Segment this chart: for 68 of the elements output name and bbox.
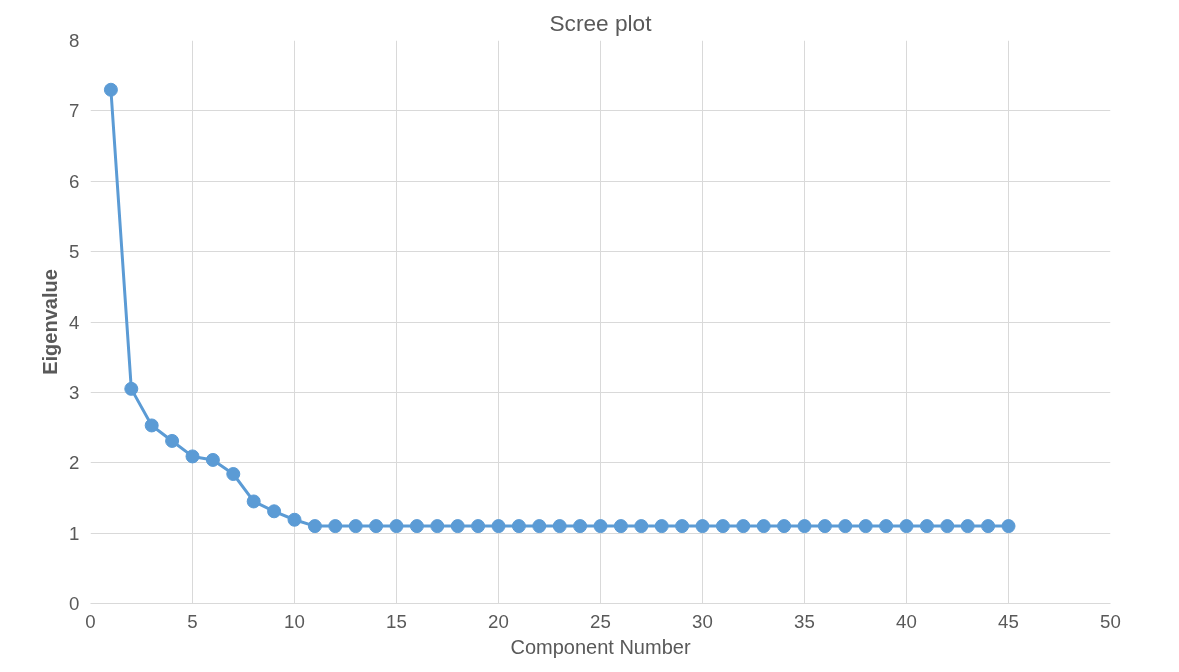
- x-tick-label: 10: [284, 610, 305, 632]
- point: [573, 519, 588, 534]
- y-tick-label: 2: [69, 452, 80, 474]
- y-tick-label: 8: [69, 30, 80, 51]
- x-tick-label: 30: [692, 610, 713, 632]
- x-tick-label: 0: [85, 610, 96, 632]
- y-tick-label: 4: [69, 311, 80, 333]
- y-tick-label: 0: [69, 593, 80, 614]
- y-tick-label: 3: [69, 381, 80, 403]
- point: [165, 433, 180, 448]
- x-tick-label: 25: [590, 610, 611, 632]
- point: [654, 519, 669, 534]
- point: [471, 519, 486, 534]
- point: [103, 82, 118, 97]
- point: [756, 519, 771, 534]
- point: [919, 519, 934, 534]
- x-tick-label: 40: [896, 610, 917, 632]
- x-tick-label: 35: [794, 610, 815, 632]
- x-tick-label: 5: [187, 610, 198, 632]
- x-tick-label: 45: [998, 610, 1019, 632]
- chart-title: Scree plot: [549, 9, 653, 36]
- point: [328, 519, 343, 534]
- x-tick-label: 50: [1100, 610, 1121, 632]
- x-tick-label: 15: [386, 610, 407, 632]
- point: [879, 519, 894, 534]
- point: [858, 519, 873, 534]
- point: [511, 519, 526, 534]
- point: [307, 519, 322, 534]
- point: [838, 519, 853, 534]
- point: [940, 519, 955, 534]
- point: [185, 449, 200, 464]
- x-tick-label: 20: [488, 610, 509, 632]
- point: [287, 512, 302, 527]
- y-axis-title: Eigenvalue: [39, 269, 62, 375]
- point: [593, 519, 608, 534]
- point: [613, 519, 628, 534]
- y-tick-label: 5: [69, 241, 80, 263]
- point: [715, 519, 730, 534]
- point: [369, 519, 384, 534]
- point: [695, 519, 710, 534]
- point: [267, 504, 282, 519]
- point: [389, 519, 404, 534]
- point: [205, 452, 220, 467]
- y-tick-label: 6: [69, 170, 80, 192]
- point: [450, 519, 465, 534]
- point: [675, 519, 690, 534]
- point: [777, 519, 792, 534]
- point: [960, 519, 975, 534]
- point: [634, 519, 649, 534]
- point: [817, 519, 832, 534]
- point: [409, 519, 424, 534]
- point: [797, 519, 812, 534]
- point: [430, 519, 445, 534]
- point: [246, 494, 261, 509]
- point: [736, 519, 751, 534]
- y-tick-label: 1: [69, 522, 80, 544]
- point: [532, 519, 547, 534]
- x-axis-title: Component Number: [510, 635, 691, 658]
- point: [226, 467, 241, 481]
- point: [348, 519, 363, 534]
- point: [124, 381, 139, 396]
- point: [1001, 519, 1016, 534]
- y-tick-label: 7: [69, 100, 80, 122]
- point: [144, 418, 159, 433]
- point: [491, 519, 506, 534]
- point: [981, 519, 996, 534]
- point: [552, 519, 567, 534]
- point: [899, 519, 914, 534]
